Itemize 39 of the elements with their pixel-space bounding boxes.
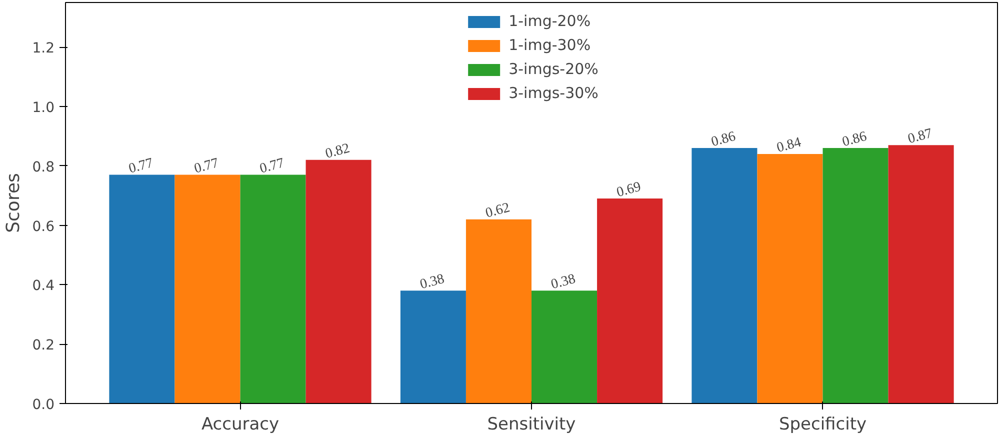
data-label: 0.62 — [484, 200, 512, 222]
x-tick-label: Specificity — [778, 414, 867, 434]
legend-label: 1-img-20% — [508, 12, 591, 30]
bar — [822, 148, 888, 404]
data-label: 0.77 — [127, 156, 155, 177]
data-label: 0.87 — [906, 126, 934, 148]
data-label: 0.84 — [775, 135, 803, 156]
y-tick-label: 0.2 — [32, 338, 54, 354]
legend-label: 3-imgs-30% — [508, 84, 598, 102]
bar — [532, 290, 598, 404]
data-label: 0.77 — [258, 156, 286, 177]
bar — [174, 174, 240, 404]
data-label: 0.69 — [615, 180, 643, 201]
y-tick-label: 0.0 — [32, 397, 54, 413]
bar — [888, 145, 954, 404]
y-tick-label: 0.6 — [32, 218, 55, 235]
bar — [597, 198, 663, 404]
y-tick-label: 0.4 — [32, 278, 55, 294]
data-label: 0.38 — [550, 272, 578, 293]
bar — [757, 154, 823, 404]
bar — [109, 174, 175, 404]
y-axis-title: Scores — [3, 173, 24, 233]
bar — [400, 290, 466, 404]
data-label: 0.77 — [192, 156, 220, 177]
legend-label: 1-img-30% — [508, 36, 591, 54]
x-tick-label: Accuracy — [201, 414, 280, 434]
data-label: 0.82 — [324, 141, 352, 162]
x-tick-label: Sensitivity — [487, 414, 576, 434]
legend-label: 3-imgs-20% — [508, 60, 598, 78]
bar — [692, 148, 758, 404]
data-label: 0.86 — [840, 129, 868, 150]
y-tick-label: 0.8 — [32, 159, 54, 176]
bar — [466, 219, 532, 404]
bar — [240, 174, 306, 404]
data-label: 0.86 — [710, 129, 738, 150]
y-tick-label: 1.0 — [32, 100, 54, 116]
y-tick-label: 1.2 — [32, 40, 54, 57]
bar — [306, 160, 372, 404]
data-label: 0.38 — [418, 272, 446, 293]
